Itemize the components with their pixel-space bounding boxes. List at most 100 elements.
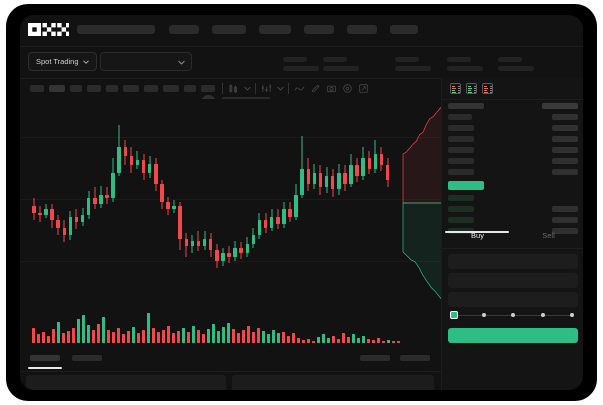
orderbook-ask-row-5-price[interactable]: [448, 147, 474, 153]
settings-icon[interactable]: [342, 83, 353, 94]
volume-bar: [372, 339, 375, 343]
orderbook-ask-row-1-amount[interactable]: [542, 103, 578, 109]
line-tool-icon[interactable]: [294, 83, 305, 94]
volume-bar: [392, 340, 395, 343]
volume-bar: [207, 329, 210, 343]
chart-gridline-2: [20, 199, 441, 200]
percent-stop-75[interactable]: [540, 313, 545, 317]
volume-bar: [362, 335, 365, 343]
candle: [50, 99, 54, 304]
nav-item-1[interactable]: [77, 25, 155, 34]
timeframe-button-8[interactable]: [163, 85, 179, 92]
spot-trading-dropdown[interactable]: Spot Trading: [28, 52, 97, 71]
timeframe-button-4[interactable]: [87, 85, 101, 92]
fullscreen-icon[interactable]: [358, 83, 369, 94]
bottom-action-2[interactable]: [400, 355, 430, 361]
nav-item-5[interactable]: [304, 25, 334, 34]
tab-sell[interactable]: Sell: [513, 231, 583, 240]
nav-item-7[interactable]: [390, 25, 418, 34]
orderbook-ask-row-6-amount[interactable]: [552, 158, 578, 164]
orderbook-bid-row-2-price[interactable]: [448, 206, 474, 212]
candle-body: [282, 209, 286, 224]
stat-24h-volume-label: [498, 57, 522, 62]
nav-item-3[interactable]: [212, 25, 246, 34]
nav-item-6[interactable]: [347, 25, 377, 34]
volume-bar: [162, 330, 165, 343]
orderbook-ask-row-7-price[interactable]: [448, 169, 474, 175]
orderbook-bid-row-3-price[interactable]: [448, 217, 474, 223]
orderbook-ask-row-4-price[interactable]: [448, 136, 474, 142]
chevron-down-icon[interactable]: [244, 83, 251, 94]
percent-stop-50[interactable]: [511, 313, 515, 317]
candle: [385, 99, 390, 304]
percent-stop-100[interactable]: [570, 313, 574, 317]
orderbook-ask-row-3-amount[interactable]: [552, 125, 578, 131]
orderbook-bid-row-4-amount[interactable]: [552, 228, 578, 234]
candle: [93, 99, 97, 304]
orderbook-bid-row-2-amount[interactable]: [552, 206, 578, 212]
orderbook-bid-row-3-amount[interactable]: [552, 217, 578, 223]
orderbook-ask-row-2-price[interactable]: [448, 114, 472, 120]
order-amount-field[interactable]: [448, 273, 578, 288]
tab-buy[interactable]: Buy: [442, 231, 513, 240]
order-entry-form: [442, 248, 583, 390]
orderbook-ask-row-6-price[interactable]: [448, 158, 474, 164]
order-total-field[interactable]: [448, 292, 578, 307]
chart-toolbar: [20, 78, 441, 100]
okx-logo[interactable]: [28, 23, 69, 36]
bottom-action-1[interactable]: [360, 355, 390, 361]
orderbook-ask-row-3-price[interactable]: [448, 125, 474, 131]
nav-item-2[interactable]: [169, 25, 199, 34]
pair-select-dropdown[interactable]: [100, 52, 192, 71]
order-price-field[interactable]: [448, 254, 578, 269]
candle: [166, 99, 170, 304]
timeframe-button-10[interactable]: [201, 85, 215, 92]
candle-body: [208, 238, 213, 250]
timeframe-button-3[interactable]: [70, 85, 82, 92]
timeframe-button-7[interactable]: [144, 85, 158, 92]
percent-slider-handle[interactable]: [450, 311, 458, 319]
candle: [123, 99, 128, 304]
nav-item-4[interactable]: [259, 25, 291, 34]
timeframe-button-2[interactable]: [49, 85, 65, 92]
orderbook-both-icon[interactable]: [450, 83, 461, 94]
orderbook-bid-row-1-price[interactable]: [448, 195, 474, 201]
timeframe-button-1[interactable]: [30, 85, 44, 92]
orderbook-ask-row-4-amount[interactable]: [552, 136, 578, 142]
volume-bar: [307, 338, 310, 343]
stat-last-price-value: [283, 66, 319, 71]
indicators-icon[interactable]: [261, 83, 272, 94]
tab-buy-label: Buy: [471, 231, 484, 240]
volume-bar: [32, 328, 35, 343]
orderbook-ask-row-5-amount[interactable]: [552, 147, 578, 153]
timeframe-button-5[interactable]: [106, 85, 118, 92]
bottom-tab-open-orders[interactable]: [30, 355, 60, 361]
bottom-tab-order-history[interactable]: [72, 355, 102, 361]
timeframe-button-9[interactable]: [184, 85, 196, 92]
percent-stop-25[interactable]: [481, 313, 486, 317]
orderbook-asks-icon[interactable]: [482, 83, 493, 94]
orderbook-ask-row-1-price[interactable]: [448, 103, 484, 109]
current-price-row: [448, 181, 484, 190]
orderbook-ask-row-2-amount[interactable]: [552, 114, 578, 120]
price-candlestick-chart[interactable]: [20, 99, 441, 304]
chevron-down-icon[interactable]: [277, 83, 284, 94]
orderbook-bids-icon[interactable]: [466, 83, 477, 94]
stat-24h-high-label: [395, 57, 419, 62]
place-buy-order-button[interactable]: [448, 328, 578, 343]
orderbook-ask-row-7-amount[interactable]: [552, 169, 578, 175]
candle: [324, 99, 329, 304]
candlestick-chart-icon[interactable]: [228, 83, 239, 94]
volume-bar: [282, 332, 285, 343]
candle: [111, 99, 115, 304]
depth-ask-area: [402, 104, 444, 204]
orderbook[interactable]: [442, 99, 583, 234]
toolbar-divider: [255, 83, 256, 94]
volume-bar: [332, 335, 335, 343]
market-subheader: Spot Trading: [20, 46, 583, 110]
camera-icon[interactable]: [326, 83, 337, 94]
volume-bar: [177, 331, 180, 343]
percent-slider[interactable]: [450, 311, 576, 319]
pencil-icon[interactable]: [310, 83, 321, 94]
timeframe-button-6[interactable]: [123, 85, 139, 92]
